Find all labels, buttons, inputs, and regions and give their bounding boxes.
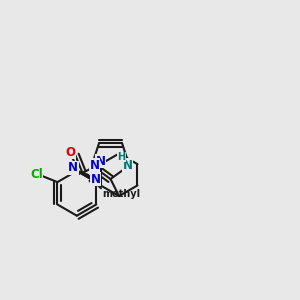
Text: N: N [123,159,133,172]
Text: O: O [66,146,76,159]
Text: N: N [96,155,106,168]
Text: Cl: Cl [30,168,43,181]
Text: methyl: methyl [102,189,140,199]
Text: N: N [91,172,101,186]
Text: N: N [90,159,100,172]
Text: N: N [68,161,78,174]
Text: H: H [118,152,126,162]
